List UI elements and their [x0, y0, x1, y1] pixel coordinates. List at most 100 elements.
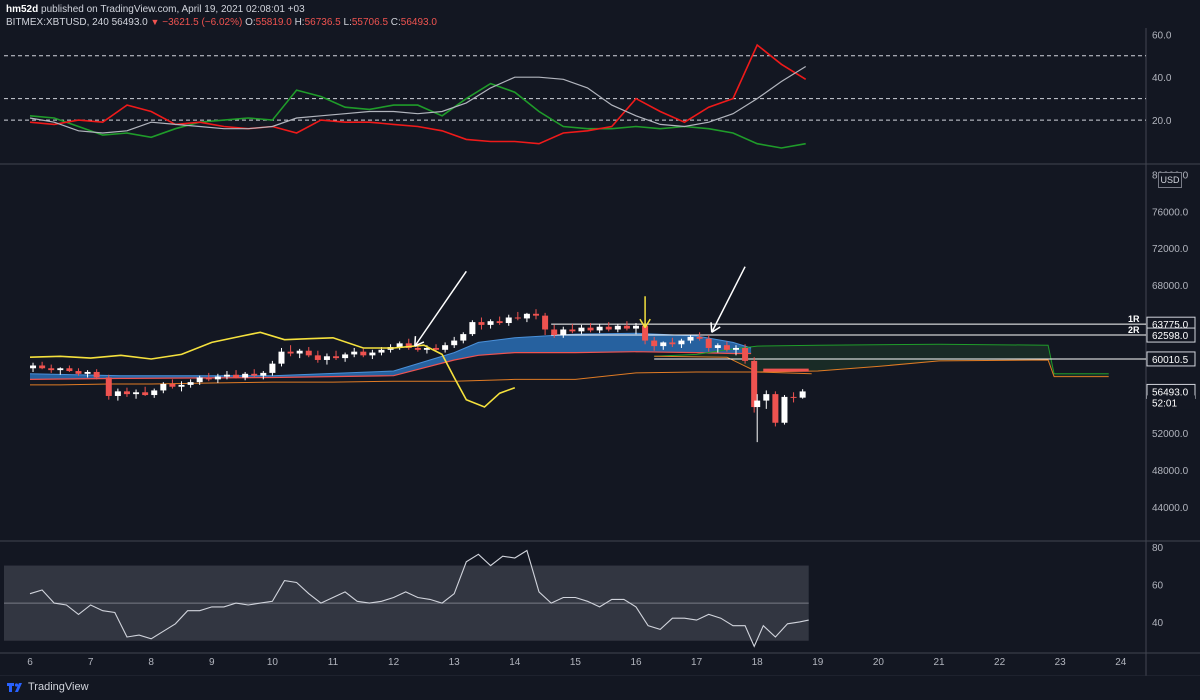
candle-body [751, 361, 757, 407]
candle-body [188, 382, 194, 385]
price-label: 52:01 [1152, 398, 1177, 409]
candle-body [688, 337, 694, 341]
candle-body [75, 371, 81, 374]
time-axis-tick: 18 [752, 657, 764, 668]
candle-body [624, 326, 630, 329]
candle-body [678, 341, 684, 345]
candle-body [315, 355, 321, 360]
time-axis-tick: 11 [328, 657, 339, 668]
candle-body [233, 375, 239, 378]
candle-body [297, 351, 303, 354]
time-axis-tick: 14 [509, 657, 521, 668]
candle-body [169, 384, 175, 387]
dmi-series-line [30, 84, 806, 148]
candle-body [697, 337, 703, 339]
candle-body [48, 368, 54, 370]
candle-body [378, 350, 384, 353]
time-axis-tick: 20 [873, 657, 885, 668]
candle-body [706, 339, 712, 348]
time-axis-tick: 10 [267, 657, 279, 668]
dmi-series-line [30, 45, 806, 144]
time-axis-tick: 8 [148, 657, 154, 668]
level-label: 2R [1128, 325, 1140, 335]
candle-body [772, 394, 778, 423]
annotation-arrow [712, 267, 745, 333]
candle-body [724, 345, 730, 350]
price-axis-tick: 44000.0 [1152, 503, 1189, 514]
candle-body [85, 372, 91, 374]
rsi-axis-tick: 40 [1152, 618, 1164, 629]
candle-body [324, 356, 330, 360]
price-axis-tick: 52000.0 [1152, 429, 1189, 440]
price-axis-tick: 48000.0 [1152, 466, 1189, 477]
candle-body [497, 321, 503, 323]
currency-badge[interactable]: USD [1158, 172, 1182, 188]
candle-body [615, 326, 621, 330]
price-label: 62598.0 [1152, 331, 1189, 342]
candle-body [651, 341, 657, 347]
candle-body [260, 373, 266, 376]
candle-body [251, 374, 257, 376]
candle-body [39, 366, 45, 369]
annotation-arrow [415, 271, 467, 346]
candle-body [800, 391, 806, 397]
candle-body [269, 364, 275, 373]
arrow-head [415, 336, 416, 346]
candle-body [588, 328, 594, 331]
candle-body [197, 378, 203, 383]
candle-body [333, 356, 339, 358]
time-axis-tick: 19 [812, 657, 824, 668]
candle-body [478, 322, 484, 325]
tradingview-logo-icon [6, 681, 24, 693]
dmi-axis-tick: 20.0 [1152, 116, 1172, 127]
time-axis-tick: 16 [630, 657, 642, 668]
rsi-axis-tick: 80 [1152, 543, 1164, 554]
candle-body [288, 352, 294, 354]
time-axis-tick: 22 [994, 657, 1006, 668]
candle-body [133, 392, 139, 394]
candle-body [469, 322, 475, 334]
level-label: 1R [1128, 314, 1140, 324]
candle-body [597, 327, 603, 331]
footer: TradingView [0, 676, 1200, 700]
candle-body [351, 352, 357, 355]
time-axis-tick: 13 [449, 657, 461, 668]
dmi-series-line [30, 67, 806, 134]
candle-body [578, 328, 584, 332]
candle-body [151, 390, 157, 395]
brand-text: TradingView [28, 681, 89, 693]
dmi-axis-tick: 40.0 [1152, 73, 1172, 84]
candle-body [460, 334, 466, 340]
candle-body [551, 329, 557, 335]
candle-body [57, 368, 63, 370]
rsi-panel[interactable] [4, 551, 809, 647]
candle-body [560, 329, 566, 335]
price-axis-tick: 72000.0 [1152, 244, 1189, 255]
candle-body [660, 342, 666, 346]
candle-body [66, 368, 72, 371]
dmi-panel[interactable] [4, 45, 1146, 148]
candle-body [342, 354, 348, 358]
tradingview-logo[interactable]: TradingView [6, 681, 89, 693]
candle-body [781, 397, 787, 423]
arrow-head [711, 322, 712, 332]
candle-body [306, 351, 312, 356]
candle-body [533, 314, 539, 316]
price-axis-tick: 68000.0 [1152, 281, 1189, 292]
candle-body [733, 348, 739, 350]
time-axis-tick: 24 [1115, 657, 1127, 668]
time-axis-tick: 21 [933, 657, 945, 668]
candle-body [142, 392, 148, 395]
candle-body [451, 341, 457, 346]
candle-body [160, 384, 166, 390]
candle-body [360, 352, 366, 356]
candle-body [488, 321, 494, 325]
candle-body [506, 317, 512, 323]
candle-body [206, 378, 212, 380]
price-axis-tick: 76000.0 [1152, 207, 1189, 218]
candle-body [791, 397, 797, 398]
candle-body [224, 375, 230, 377]
time-axis-tick: 7 [88, 657, 94, 668]
